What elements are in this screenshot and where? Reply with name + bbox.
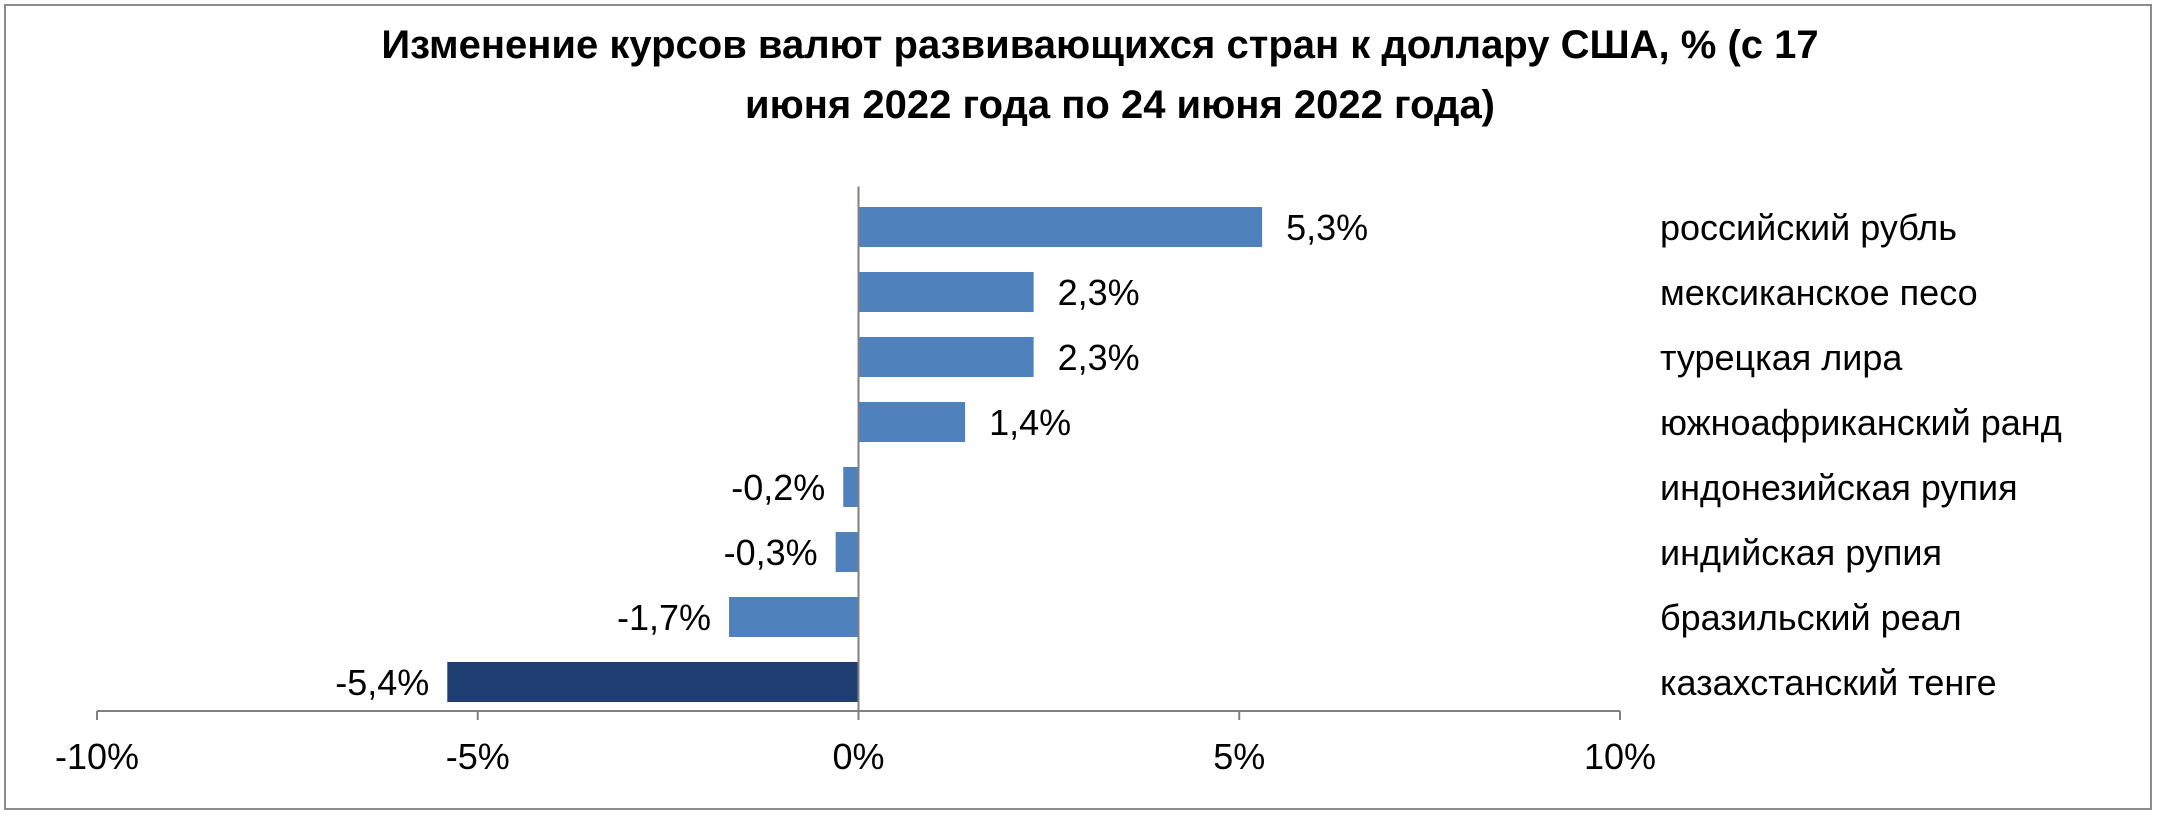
bar-5	[843, 467, 859, 507]
bar-3	[858, 337, 1034, 377]
data-label-8: -5,4%	[335, 662, 429, 703]
x-axis	[96, 186, 1621, 720]
bar-1	[858, 207, 1263, 247]
category-label-3: турецкая лира	[1660, 337, 1903, 378]
bar-8	[447, 662, 859, 702]
category-label-6: индийская рупия	[1660, 532, 1942, 573]
category-label-5: индонезийская рупия	[1660, 467, 2018, 508]
chart-title: Изменение курсов валют развивающихся стр…	[381, 23, 1818, 127]
data-labels: 5,3% 2,3% 2,3% 1,4% -0,2% -0,3% -1,7% -5,4%	[335, 207, 1368, 703]
x-tick-label-5: 10%	[1584, 736, 1656, 777]
data-label-5: -0,2%	[731, 467, 825, 508]
category-label-8: казахстанский тенге	[1660, 662, 1997, 703]
bars	[447, 207, 1263, 702]
category-label-7: бразильский реал	[1660, 597, 1962, 638]
data-label-1: 5,3%	[1286, 207, 1368, 248]
data-label-2: 2,3%	[1058, 272, 1140, 313]
data-label-6: -0,3%	[724, 532, 818, 573]
bar-2	[858, 272, 1034, 312]
data-label-4: 1,4%	[989, 402, 1071, 443]
x-tick-label-2: -5%	[446, 736, 510, 777]
category-label-2: мексиканское песо	[1660, 272, 1978, 313]
chart-frame	[4, 4, 2152, 810]
data-label-7: -1,7%	[617, 597, 711, 638]
x-tick-label-3: 0%	[832, 736, 884, 777]
chart-title-line-2: июня 2022 года по 24 июня 2022 года)	[745, 83, 1495, 127]
x-tick-label-1: -10%	[55, 736, 139, 777]
x-tick-label-4: 5%	[1213, 736, 1265, 777]
chart-title-line-1: Изменение курсов валют развивающихся стр…	[381, 23, 1818, 67]
data-label-3: 2,3%	[1058, 337, 1140, 378]
bar-7	[729, 597, 859, 637]
bar-6	[835, 532, 859, 572]
category-label-1: российский рубль	[1660, 207, 1957, 248]
category-labels: российский рубль мексиканское песо турецка…	[1660, 207, 2062, 703]
x-tick-labels: -10% -5% 0% 5% 10%	[55, 736, 1656, 777]
bar-4	[858, 402, 966, 442]
category-label-4: южноафриканский ранд	[1660, 402, 2062, 443]
